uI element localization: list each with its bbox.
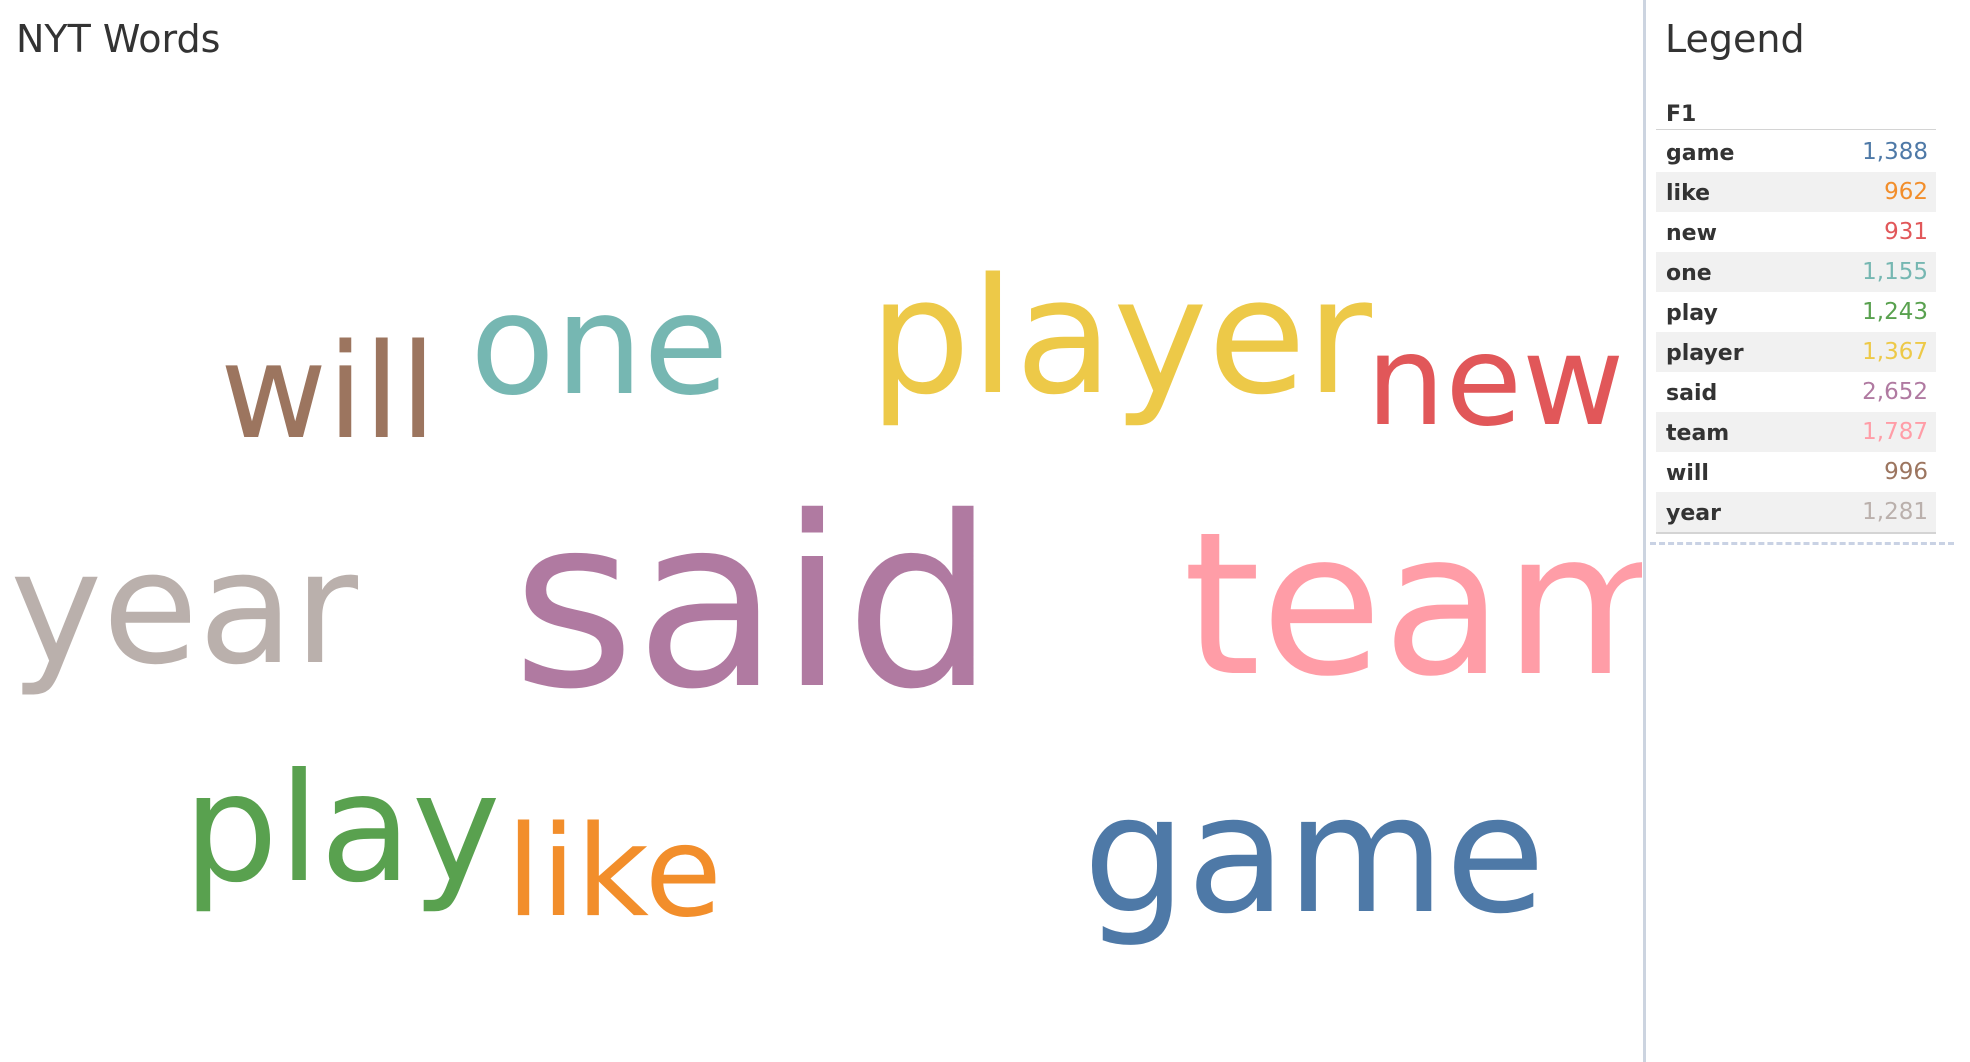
legend-row-new[interactable]: new 931: [1656, 212, 1936, 252]
word-cloud-sheet: NYT Words game like new one play player said te…: [10, 17, 1642, 950]
legend-count-label: 1,243: [1862, 299, 1928, 325]
legend-list: game 1,388 like 962 new 931 one 1,155 play 1,243 p…: [1656, 132, 1936, 534]
legend-field-label: F1: [1666, 102, 1697, 127]
legend-word-label: player: [1666, 341, 1744, 366]
legend-count-label: 2,652: [1862, 379, 1928, 405]
legend-field-header: F1: [1656, 100, 1936, 130]
legend-row-like[interactable]: like 962: [1656, 172, 1936, 212]
legend-row-will[interactable]: will 996: [1656, 452, 1936, 492]
legend-word-label: said: [1666, 381, 1718, 406]
legend-word-label: team: [1666, 421, 1730, 446]
cloud-word-like[interactable]: like: [506, 798, 722, 945]
legend-word-label: will: [1666, 461, 1709, 486]
cloud-word-said[interactable]: said: [512, 466, 995, 741]
legend-word-label: like: [1666, 181, 1711, 206]
cloud-word-game[interactable]: game: [1083, 761, 1545, 950]
legend-title: Legend: [1665, 17, 1805, 61]
legend-row-player[interactable]: player 1,367: [1656, 332, 1936, 372]
legend-row-game[interactable]: game 1,388: [1656, 132, 1936, 172]
legend-end-line: [1650, 542, 1954, 545]
legend-word-label: play: [1666, 301, 1718, 326]
legend-count-label: 931: [1884, 219, 1928, 245]
legend-row-play[interactable]: play 1,243: [1656, 292, 1936, 332]
cloud-word-player[interactable]: player: [869, 243, 1372, 430]
legend-word-label: year: [1666, 501, 1721, 526]
legend-count-label: 962: [1884, 179, 1928, 205]
pane-divider: [1643, 0, 1646, 1062]
legend-row-team[interactable]: team 1,787: [1656, 412, 1936, 452]
legend-row-year[interactable]: year 1,281: [1656, 492, 1936, 532]
legend-count-label: 1,367: [1862, 339, 1928, 365]
cloud-word-new[interactable]: new: [1366, 309, 1624, 454]
legend-panel: Legend F1 game 1,388 like 962 new 931 one 1,155…: [1646, 0, 1970, 1062]
legend-row-one[interactable]: one 1,155: [1656, 252, 1936, 292]
cloud-word-play[interactable]: play: [183, 742, 501, 916]
legend-count-label: 1,155: [1862, 259, 1928, 285]
cloud-word-will[interactable]: will: [220, 315, 436, 468]
legend-word-label: new: [1666, 221, 1717, 246]
cloud-word-one[interactable]: one: [470, 264, 729, 426]
sheet-title: NYT Words: [16, 17, 221, 61]
legend-count-label: 1,787: [1862, 419, 1928, 445]
cloud-word-year[interactable]: year: [10, 517, 359, 699]
legend-count-label: 1,281: [1862, 499, 1928, 525]
legend-word-label: game: [1666, 141, 1735, 166]
cloud-word-team[interactable]: team: [1183, 489, 1642, 720]
legend-word-label: one: [1666, 261, 1712, 286]
legend-count-label: 1,388: [1862, 139, 1928, 165]
legend-count-label: 996: [1884, 459, 1928, 485]
word-cloud: game like new one play player said team will year: [10, 243, 1642, 950]
legend-row-said[interactable]: said 2,652: [1656, 372, 1936, 412]
